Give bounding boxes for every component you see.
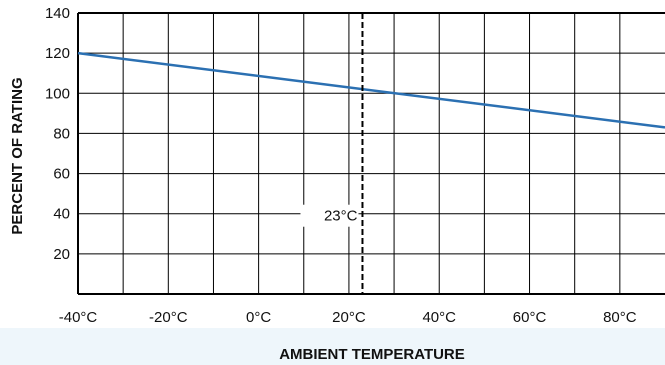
x-tick-label: -40°C xyxy=(59,309,98,326)
y-tick-label: 100 xyxy=(45,85,70,102)
reference-label-background xyxy=(300,204,359,227)
reference-layer: 23°C xyxy=(300,13,364,294)
series-layer xyxy=(77,51,665,129)
y-tick-label: 20 xyxy=(53,246,70,263)
x-tick-label: 20°C xyxy=(332,309,366,326)
series-line xyxy=(77,51,665,129)
x-axis-title: AMBIENT TEMPERATURE xyxy=(279,346,465,363)
y-axis-title: PERCENT OF RATING xyxy=(9,77,26,234)
x-tick-label: 60°C xyxy=(513,309,547,326)
x-tick-label: 40°C xyxy=(422,309,456,326)
x-tick-label: 0°C xyxy=(246,309,271,326)
y-tick-label: 120 xyxy=(45,45,70,62)
x-tick-label: 80°C xyxy=(603,309,637,326)
y-tick-labels: 20 40 60 80 100 120 140 xyxy=(45,5,70,263)
y-tick-label: 80 xyxy=(53,125,70,142)
x-tick-label: -20°C xyxy=(149,309,188,326)
x-tick-labels: -40°C -20°C 0°C 20°C 40°C 60°C 80°C xyxy=(59,309,637,326)
y-tick-label: 40 xyxy=(53,206,70,223)
plot-background xyxy=(78,13,665,294)
axes xyxy=(77,12,665,295)
y-tick-label: 140 xyxy=(45,5,70,22)
reference-label: 23°C xyxy=(324,208,358,225)
y-tick-label: 60 xyxy=(53,166,70,183)
bottom-band xyxy=(0,328,665,365)
grid xyxy=(78,13,665,294)
